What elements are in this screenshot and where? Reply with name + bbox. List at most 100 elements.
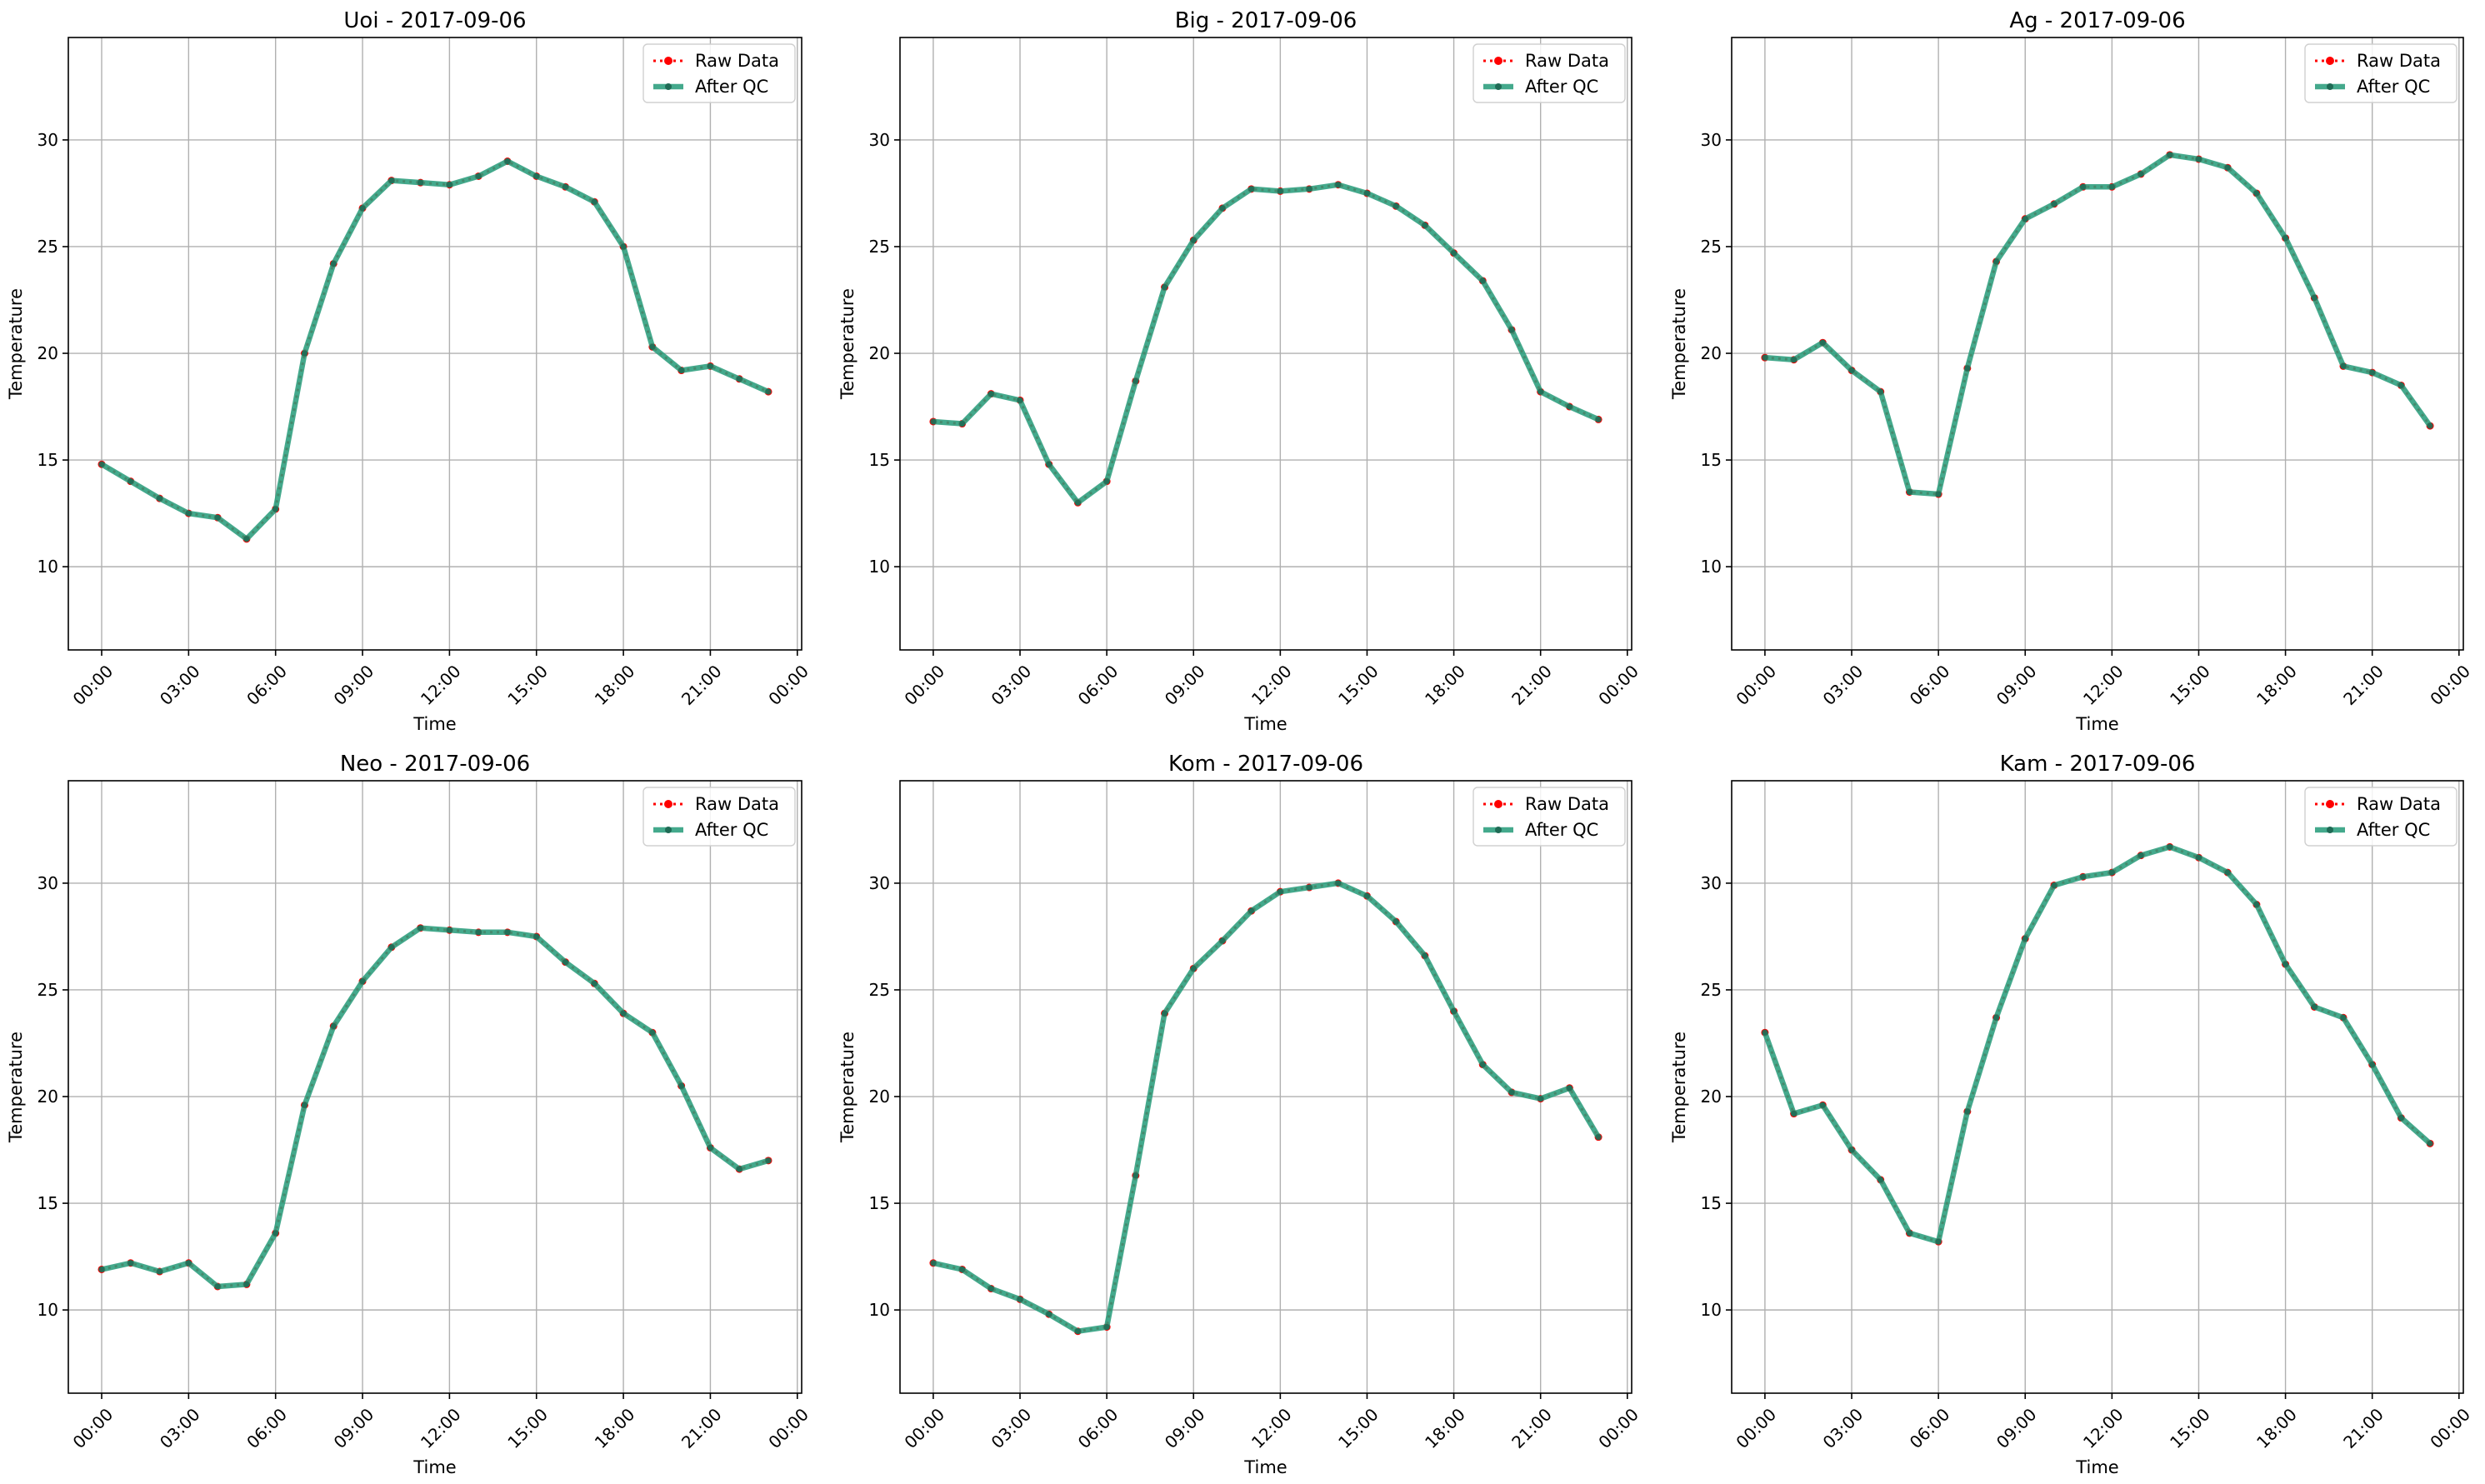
after-qc-point-12:00 <box>446 927 452 933</box>
after-qc-point-22:00 <box>2398 1115 2404 1122</box>
after-qc-point-15:00 <box>1363 190 1371 197</box>
x-axis-label: Time <box>412 1457 456 1477</box>
after-qc-point-13:00 <box>475 929 482 936</box>
x-tick-label: 00:00 <box>1732 1404 1780 1452</box>
legend-label-qc: After QC <box>2357 77 2430 97</box>
after-qc-point-07:00 <box>1964 365 1971 372</box>
y-tick-label: 10 <box>1701 1300 1722 1320</box>
y-tick-label: 20 <box>1701 343 1722 363</box>
x-tick-label: 00:00 <box>69 1404 118 1452</box>
after-qc-point-11:00 <box>1248 907 1255 914</box>
series-line-raw-data <box>932 882 1600 1333</box>
legend-raw-marker <box>2326 800 2334 808</box>
series-line-raw-data <box>1763 845 2432 1244</box>
after-qc-point-04:00 <box>214 1283 221 1290</box>
after-qc-point-05:00 <box>1074 1328 1082 1335</box>
after-qc-point-11:00 <box>418 179 424 186</box>
y-tick-label: 30 <box>1701 130 1722 150</box>
x-tick-label: 03:00 <box>988 661 1036 709</box>
after-qc-point-19:00 <box>2311 1003 2318 1011</box>
after-qc-point-02:00 <box>1819 339 1826 346</box>
after-qc-point-14:00 <box>2167 843 2173 850</box>
x-tick-label: 18:00 <box>1421 1404 1469 1452</box>
y-tick-label: 10 <box>1701 557 1722 577</box>
legend: Raw Data After QC <box>642 787 796 847</box>
after-qc-point-04:00 <box>214 514 221 521</box>
after-qc-point-17:00 <box>1422 952 1428 959</box>
y-tick-label: 30 <box>869 130 890 150</box>
x-tick-label: 00:00 <box>764 661 812 709</box>
legend-raw-marker <box>1494 57 1502 65</box>
chart-title: Ag - 2017-09-06 <box>2009 8 2185 33</box>
after-qc-point-18:00 <box>2282 235 2289 242</box>
after-qc-point-16:00 <box>2224 164 2231 171</box>
after-qc-point-19:00 <box>1479 277 1486 284</box>
after-qc-point-21:00 <box>2369 369 2376 376</box>
y-axis-label: Temperature <box>1669 1032 1689 1143</box>
x-tick-label: 21:00 <box>678 1404 726 1452</box>
after-qc-point-21:00 <box>1538 388 1544 395</box>
after-qc-point-13:00 <box>1306 884 1312 891</box>
after-qc-point-21:00 <box>2369 1062 2376 1068</box>
after-qc-point-12:00 <box>1277 187 1283 194</box>
after-qc-point-06:00 <box>272 1230 279 1237</box>
y-tick-label: 25 <box>38 237 58 257</box>
x-tick-label: 00:00 <box>69 661 118 709</box>
x-tick-label: 09:00 <box>1161 661 1209 709</box>
subplot-2: 00:00 03:00 06:00 09:00 12:00 15:00 18:00 21:00… <box>838 8 1642 734</box>
after-qc-point-07:00 <box>1964 1108 1971 1115</box>
x-tick-label: 18:00 <box>2252 1404 2301 1452</box>
x-tick-label: 09:00 <box>1161 1404 1209 1452</box>
after-qc-point-08:00 <box>330 260 337 267</box>
after-qc-point-10:00 <box>388 177 395 184</box>
after-qc-point-10:00 <box>2051 201 2058 207</box>
after-qc-point-22:00 <box>2398 382 2404 389</box>
x-tick-label: 15:00 <box>2166 661 2214 709</box>
after-qc-point-01:00 <box>1791 1110 1798 1117</box>
y-tick-label: 15 <box>869 450 890 470</box>
chart-title: Uoi - 2017-09-06 <box>343 8 526 33</box>
legend-label-qc: After QC <box>1525 77 1598 97</box>
after-qc-point-09:00 <box>359 978 366 985</box>
subplot-5: 00:00 03:00 06:00 09:00 12:00 15:00 18:00 21:00… <box>838 752 1642 1477</box>
after-qc-point-11:00 <box>418 925 424 932</box>
after-qc-point-15:00 <box>533 933 540 940</box>
after-qc-point-04:00 <box>1046 1311 1052 1317</box>
after-qc-point-09:00 <box>1190 965 1197 972</box>
legend-qc-marker <box>2327 827 2333 833</box>
series-line-raw-data <box>101 159 769 541</box>
legend-qc-marker <box>665 827 672 833</box>
x-tick-label: 12:00 <box>417 1404 465 1452</box>
x-tick-label: 00:00 <box>900 1404 948 1452</box>
x-tick-label: 03:00 <box>1819 661 1868 709</box>
after-qc-point-18:00 <box>1450 250 1458 257</box>
after-qc-point-13:00 <box>1306 186 1312 192</box>
y-tick-label: 25 <box>38 980 58 1000</box>
chart-title: Kam - 2017-09-06 <box>2000 752 2196 777</box>
after-qc-point-01:00 <box>959 420 966 427</box>
after-qc-point-13:00 <box>2138 852 2144 859</box>
legend-label-qc: After QC <box>695 820 768 840</box>
after-qc-point-09:00 <box>2022 935 2028 942</box>
after-qc-point-10:00 <box>1219 205 1226 212</box>
axes-frame <box>899 37 1632 651</box>
y-tick-label: 15 <box>38 450 58 470</box>
y-axis-label: Temperature <box>6 1032 26 1143</box>
legend-qc-marker <box>1495 83 1502 90</box>
x-tick-label: 06:00 <box>242 661 291 709</box>
after-qc-point-20:00 <box>678 367 685 374</box>
after-qc-point-12:00 <box>1277 888 1283 895</box>
legend-label-raw: Raw Data <box>695 51 779 71</box>
x-tick-label: 03:00 <box>156 1404 204 1452</box>
legend-label-raw: Raw Data <box>1525 51 1609 71</box>
after-qc-point-20:00 <box>2340 1014 2347 1021</box>
y-tick-label: 25 <box>869 237 890 257</box>
after-qc-point-07:00 <box>301 1102 308 1108</box>
x-tick-label: 21:00 <box>1508 1404 1556 1452</box>
after-qc-point-06:00 <box>1935 491 1942 497</box>
x-tick-label: 06:00 <box>1906 1404 1954 1452</box>
series-line-raw-data <box>932 183 1599 505</box>
x-tick-label: 15:00 <box>503 1404 552 1452</box>
after-qc-point-01:00 <box>959 1266 966 1273</box>
x-tick-label: 15:00 <box>1334 1404 1382 1452</box>
